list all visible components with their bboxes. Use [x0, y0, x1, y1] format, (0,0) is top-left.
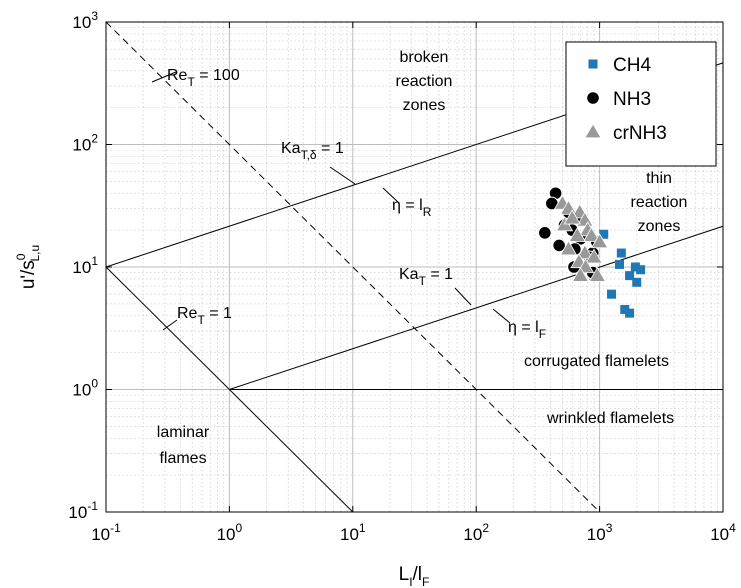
y-axis-label: u'/s0L,u	[14, 245, 42, 289]
annotation-laminar: laminar	[157, 424, 210, 441]
crnh3-point-5	[563, 209, 581, 225]
annotation-broken: broken	[400, 49, 449, 66]
ch4-point-7	[607, 289, 617, 299]
ch4-point-5	[625, 271, 635, 281]
leader-etaf	[492, 308, 511, 324]
legend-marker-crnh3	[584, 123, 602, 139]
annotation-broken: reaction	[396, 73, 453, 90]
crnh3-point-9	[568, 226, 587, 242]
ch4-point-4	[636, 265, 646, 275]
y-tick-label: 101	[72, 254, 98, 277]
x-axis-label: LI/lF	[399, 564, 430, 588]
ch4-point-2	[615, 259, 625, 269]
x-tick-label: 104	[710, 521, 736, 544]
crnh3-point-7	[582, 226, 601, 242]
annotation-thin: zones	[638, 218, 681, 235]
legend-marker-nh3	[586, 91, 600, 105]
legend-marker-ch4	[588, 59, 598, 69]
y-tick-label: 102	[72, 132, 98, 155]
y-tick-label: 103	[72, 9, 98, 32]
data-markers	[538, 186, 646, 318]
ch4-point-9	[625, 308, 635, 318]
legend-label-ch4: CH4	[613, 55, 651, 76]
annotation-katd: KaT,δ = 1	[281, 140, 344, 162]
leader-etar	[382, 187, 400, 204]
axis-ticks: 10-1 100 101 102 103 104 10-1 100 101 102 103	[68, 9, 736, 544]
annotation-thin: thin	[646, 170, 672, 187]
annotation-laminar: flames	[159, 450, 206, 467]
annotation-re100: ReT = 100	[167, 67, 240, 89]
annotation-kat: KaT = 1	[399, 266, 453, 288]
annotation-etaf: η = lF	[508, 319, 546, 341]
ch4-point-1	[616, 248, 626, 258]
crnh3-point-12	[585, 248, 603, 264]
annotation-corrugated: corrugated flamelets	[524, 353, 669, 370]
x-tick-label: 102	[463, 521, 489, 544]
regime-line-3	[229, 225, 724, 390]
annotation-broken: zones	[403, 97, 446, 114]
annotation-thin: reaction	[631, 194, 688, 211]
x-tick-label: 10-1	[91, 521, 121, 544]
crnh3-point-8	[590, 233, 609, 249]
ch4-point-6	[632, 277, 642, 287]
y-tick-label: 10-1	[68, 499, 98, 522]
ch4-point-0	[599, 229, 609, 239]
crnh3-point-10	[559, 240, 578, 256]
crnh3-point-15	[571, 266, 590, 282]
nh3-point-10	[552, 238, 566, 253]
x-tick-label: 100	[217, 521, 243, 544]
annotation-wrinkled: wrinkled flamelets	[546, 410, 674, 427]
axis-labels: LI/lF u'/s0L,u	[14, 245, 429, 588]
annotation-re1: ReT = 1	[177, 305, 232, 327]
leader-katd	[329, 166, 356, 185]
legend-label-crnh3: crNH3	[613, 123, 667, 144]
x-tick-label: 101	[340, 521, 366, 544]
leader-re1	[162, 319, 178, 331]
legend: CH4 NH3 crNH3	[565, 41, 717, 167]
leader-kat	[454, 287, 472, 306]
nh3-point-6	[538, 226, 552, 240]
leader-re100	[151, 71, 177, 83]
regime-line-0	[105, 21, 600, 513]
legend-label-nh3: NH3	[613, 89, 651, 110]
annotation-etar: η = lR	[392, 197, 432, 219]
ch4-point-3	[630, 262, 640, 272]
ch4-point-8	[620, 304, 630, 314]
y-tick-label: 100	[72, 377, 98, 400]
annotations: ReT = 100 ReT = 1 KaT,δ = 1 KaT = 1 η = lR η …	[151, 49, 688, 467]
crnh3-point-16	[588, 266, 607, 282]
x-tick-label: 103	[587, 521, 613, 544]
crnh3-point-11	[576, 244, 594, 260]
